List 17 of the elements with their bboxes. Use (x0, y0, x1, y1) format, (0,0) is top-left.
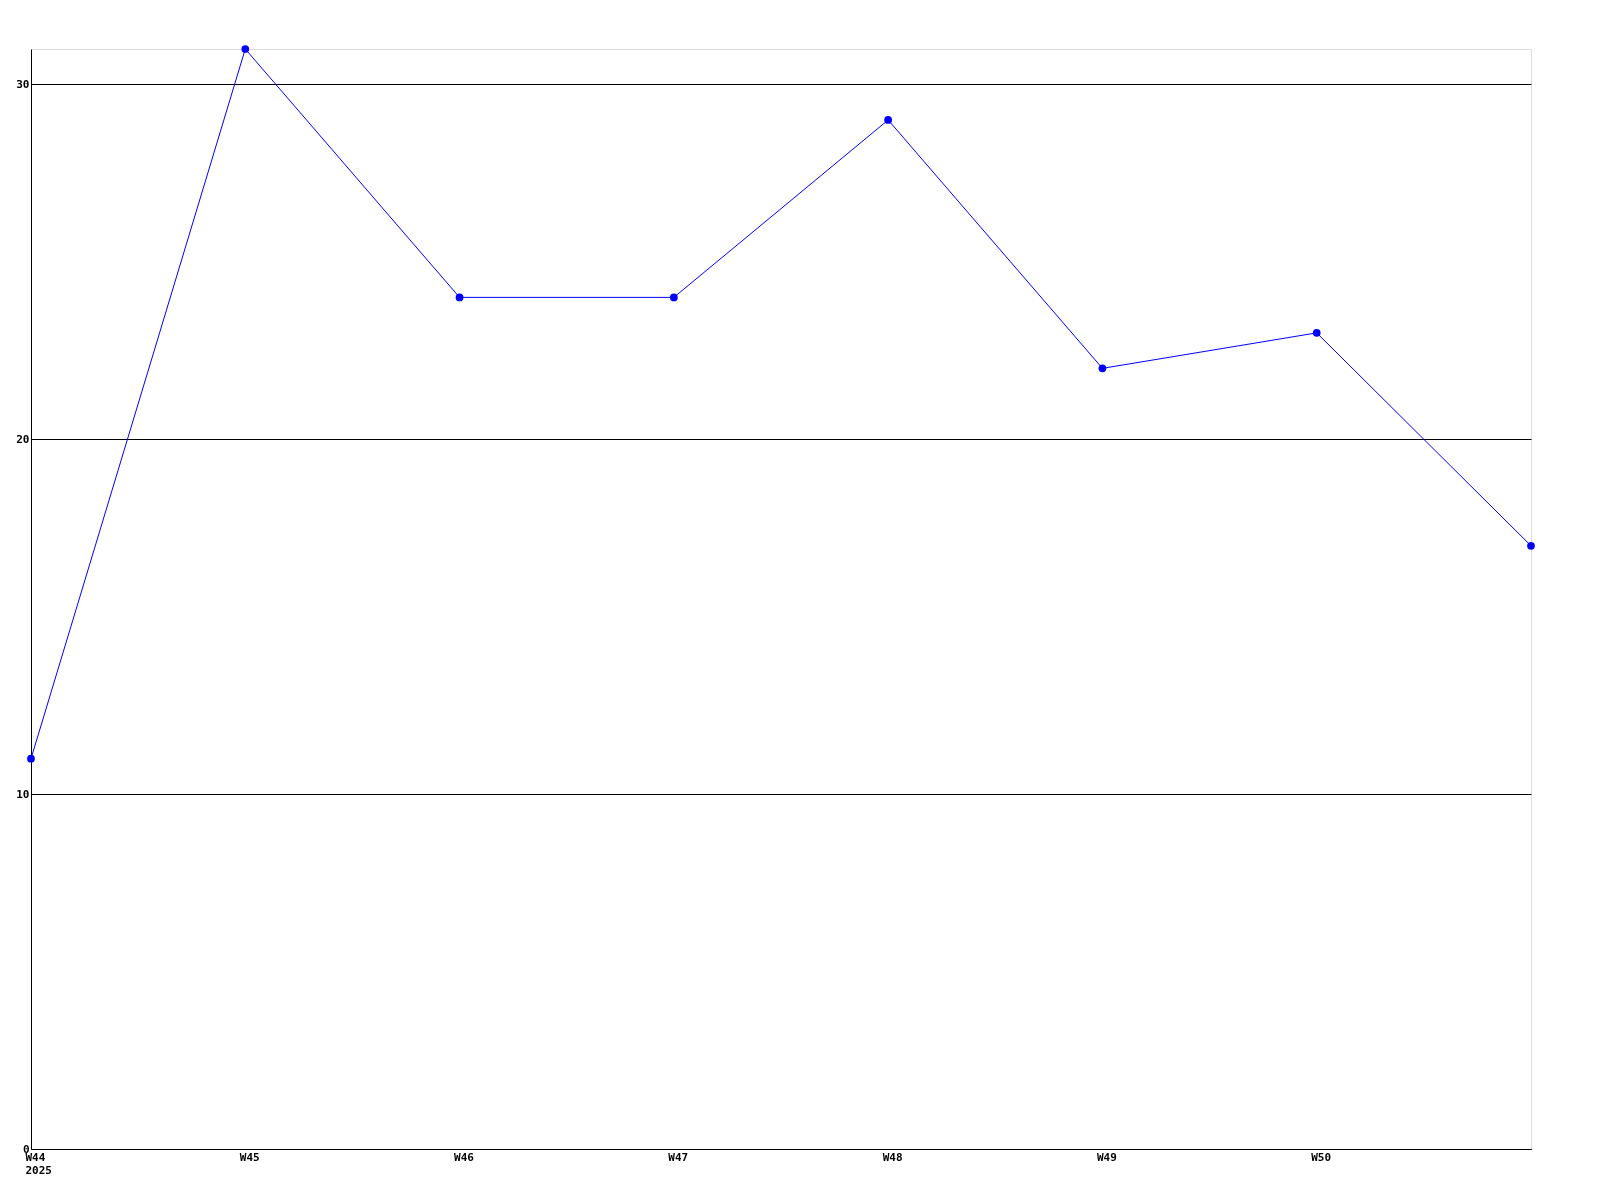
x-tick-label: W47 (668, 1150, 689, 1164)
x-tick-label: W50 (1311, 1150, 1332, 1164)
point (241, 45, 250, 53)
y-tick-label: 20 (16, 432, 30, 446)
x-tick-label: W49 (1096, 1150, 1117, 1164)
point (1098, 364, 1107, 373)
point (1312, 329, 1321, 337)
y-tick-label: 30 (16, 77, 30, 91)
point (455, 293, 464, 302)
x-tick-label: W48 (882, 1150, 903, 1164)
point (669, 293, 678, 302)
x-tick-label: W45 (239, 1150, 260, 1164)
point (884, 116, 893, 124)
y-tick-label: 10 (16, 787, 30, 801)
point (27, 754, 35, 763)
point (1527, 541, 1535, 550)
x-tick-label: W46 (454, 1150, 475, 1164)
